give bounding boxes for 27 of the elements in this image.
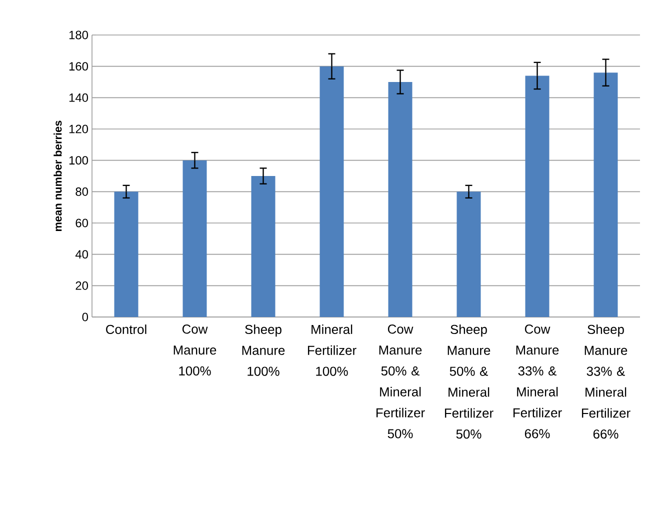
bar — [525, 76, 550, 317]
y-tick-label: 20 — [76, 281, 88, 290]
y-tick-label: 120 — [69, 124, 88, 134]
y-tick-label: 80 — [76, 187, 88, 196]
y-axis-title: mean number berries — [54, 120, 62, 232]
bar — [594, 72, 618, 317]
x-tick-label: Control — [106, 324, 146, 334]
y-tick-label: 160 — [69, 62, 88, 71]
x-tick-label: Mineral Fertilizer 100% — [308, 324, 356, 376]
y-tick-label: 60 — [76, 218, 88, 228]
y-tick-label: 140 — [69, 93, 88, 102]
x-tick-label: Cow Manure 50% & Mineral Fertilizer 50% — [376, 324, 425, 438]
y-tick-label: 0 — [82, 312, 88, 322]
bar — [456, 192, 481, 317]
y-tick-label: 100 — [69, 156, 88, 165]
bar — [182, 160, 207, 317]
bar — [114, 192, 138, 317]
x-tick-label: Cow Manure 33% & Mineral Fertilizer 66% — [513, 324, 562, 438]
bar — [320, 66, 344, 317]
x-tick-label: Sheep Manure 33% & Mineral Fertilizer 66% — [582, 324, 630, 439]
y-tick-label: 180 — [69, 30, 88, 40]
x-tick-label: Cow Manure 100% — [174, 324, 216, 376]
y-tick-label: 40 — [75, 250, 88, 259]
bar — [388, 82, 412, 317]
x-tick-label: Sheep Manure 50% & Mineral Fertilizer 50% — [444, 324, 494, 439]
bar — [251, 176, 276, 317]
x-tick-label: Sheep Manure 100% — [242, 324, 285, 376]
